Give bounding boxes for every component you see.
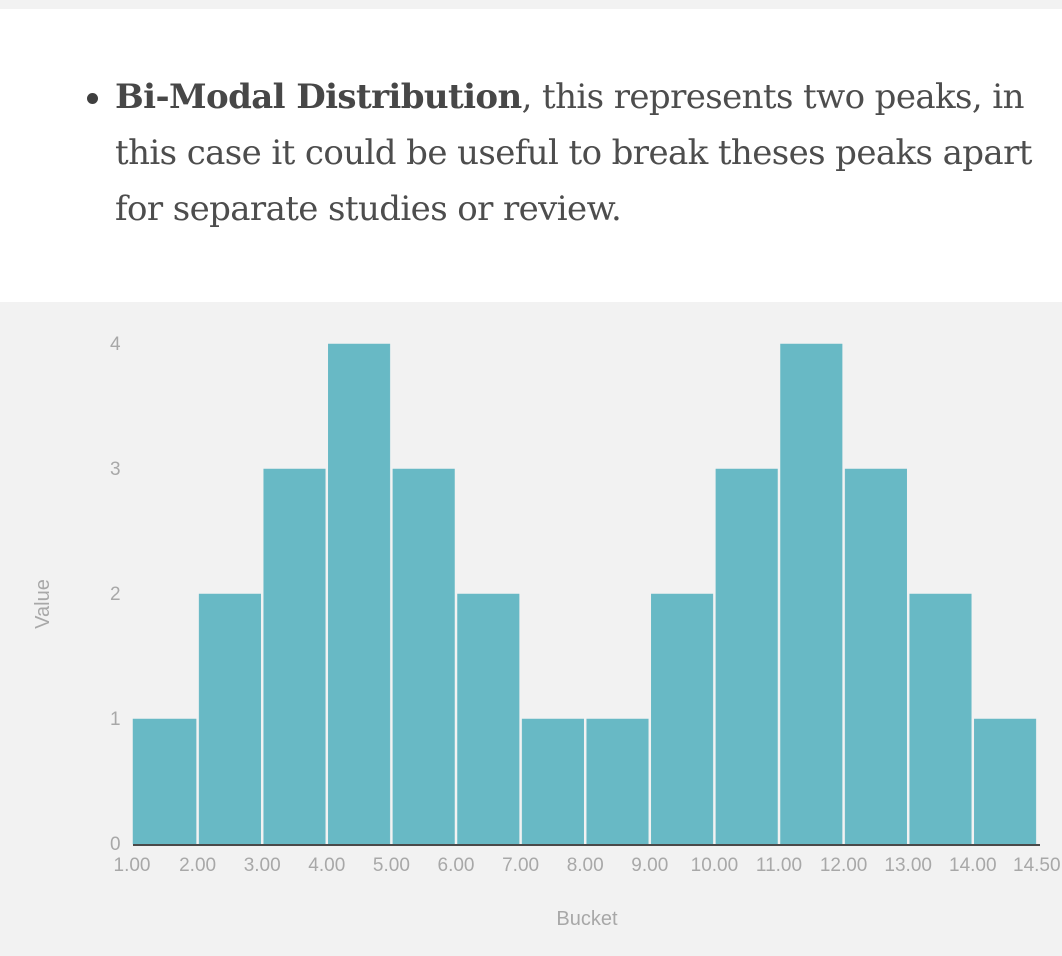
histogram-chart: 0 1 2 3 4 1.00 2.00 3.00 4.00 5.00 6.00 7.00 8.00 9.…: [32, 334, 1061, 930]
article-section: Bi-Modal Distribution, this represents t…: [0, 9, 1062, 302]
x-tick-label: 6.00: [438, 855, 475, 876]
histogram-bar: [909, 593, 972, 845]
x-tick-label: 5.00: [373, 855, 410, 876]
histogram-bar: [715, 468, 778, 845]
histogram-bar: [844, 468, 907, 845]
y-axis-title: Value: [32, 579, 54, 629]
histogram-bar: [132, 718, 197, 845]
y-tick-label: 3: [110, 459, 121, 480]
bullet-dot-icon: [87, 93, 98, 104]
bars-layer: [132, 343, 1037, 845]
x-tick-label: 7.00: [502, 855, 539, 876]
histogram-bar: [521, 718, 584, 845]
histogram-bar: [651, 593, 714, 845]
x-tick-label: 1.00: [114, 855, 151, 876]
bullet-list: Bi-Modal Distribution, this represents t…: [84, 69, 1044, 237]
x-tick-label: 8.00: [567, 855, 604, 876]
histogram-bar: [263, 468, 326, 845]
x-tick-label: 10.00: [691, 855, 739, 876]
x-tick-label: 11.00: [756, 855, 802, 876]
top-strip: [0, 0, 1062, 9]
bullet-body-text: , this represents two peaks, in this cas…: [115, 77, 1032, 229]
histogram-bar: [392, 468, 455, 845]
histogram-bar: [328, 343, 391, 845]
x-tick-label: 2.00: [179, 855, 216, 876]
y-tick-label: 2: [110, 584, 121, 605]
histogram-bar: [974, 718, 1037, 845]
y-tick-label: 4: [110, 334, 121, 355]
histogram-bar: [780, 343, 843, 845]
x-axis-title: Bucket: [556, 908, 618, 930]
histogram-bar: [198, 593, 261, 845]
histogram-bar: [586, 718, 649, 845]
x-tick-label: 3.00: [244, 855, 281, 876]
histogram-bar: [457, 593, 520, 845]
x-tick-label: 14.00: [949, 855, 997, 876]
y-tick-labels: 0 1 2 3 4: [110, 334, 121, 855]
chart-panel: 0 1 2 3 4 1.00 2.00 3.00 4.00 5.00 6.00 7.00 8.00 9.…: [0, 302, 1062, 956]
bullet-item: Bi-Modal Distribution, this represents t…: [84, 69, 1044, 237]
x-tick-label: 13.00: [884, 855, 932, 876]
y-tick-label: 0: [110, 834, 121, 855]
bullet-strong-text: Bi-Modal Distribution: [115, 77, 522, 117]
x-tick-label: 9.00: [631, 855, 668, 876]
x-tick-label: 14.50: [1013, 855, 1061, 876]
x-tick-label: 4.00: [308, 855, 345, 876]
x-tick-labels: 1.00 2.00 3.00 4.00 5.00 6.00 7.00 8.00 9.00 10.0…: [114, 855, 1061, 876]
x-tick-label: 12.00: [820, 855, 868, 876]
y-tick-label: 1: [110, 709, 121, 730]
